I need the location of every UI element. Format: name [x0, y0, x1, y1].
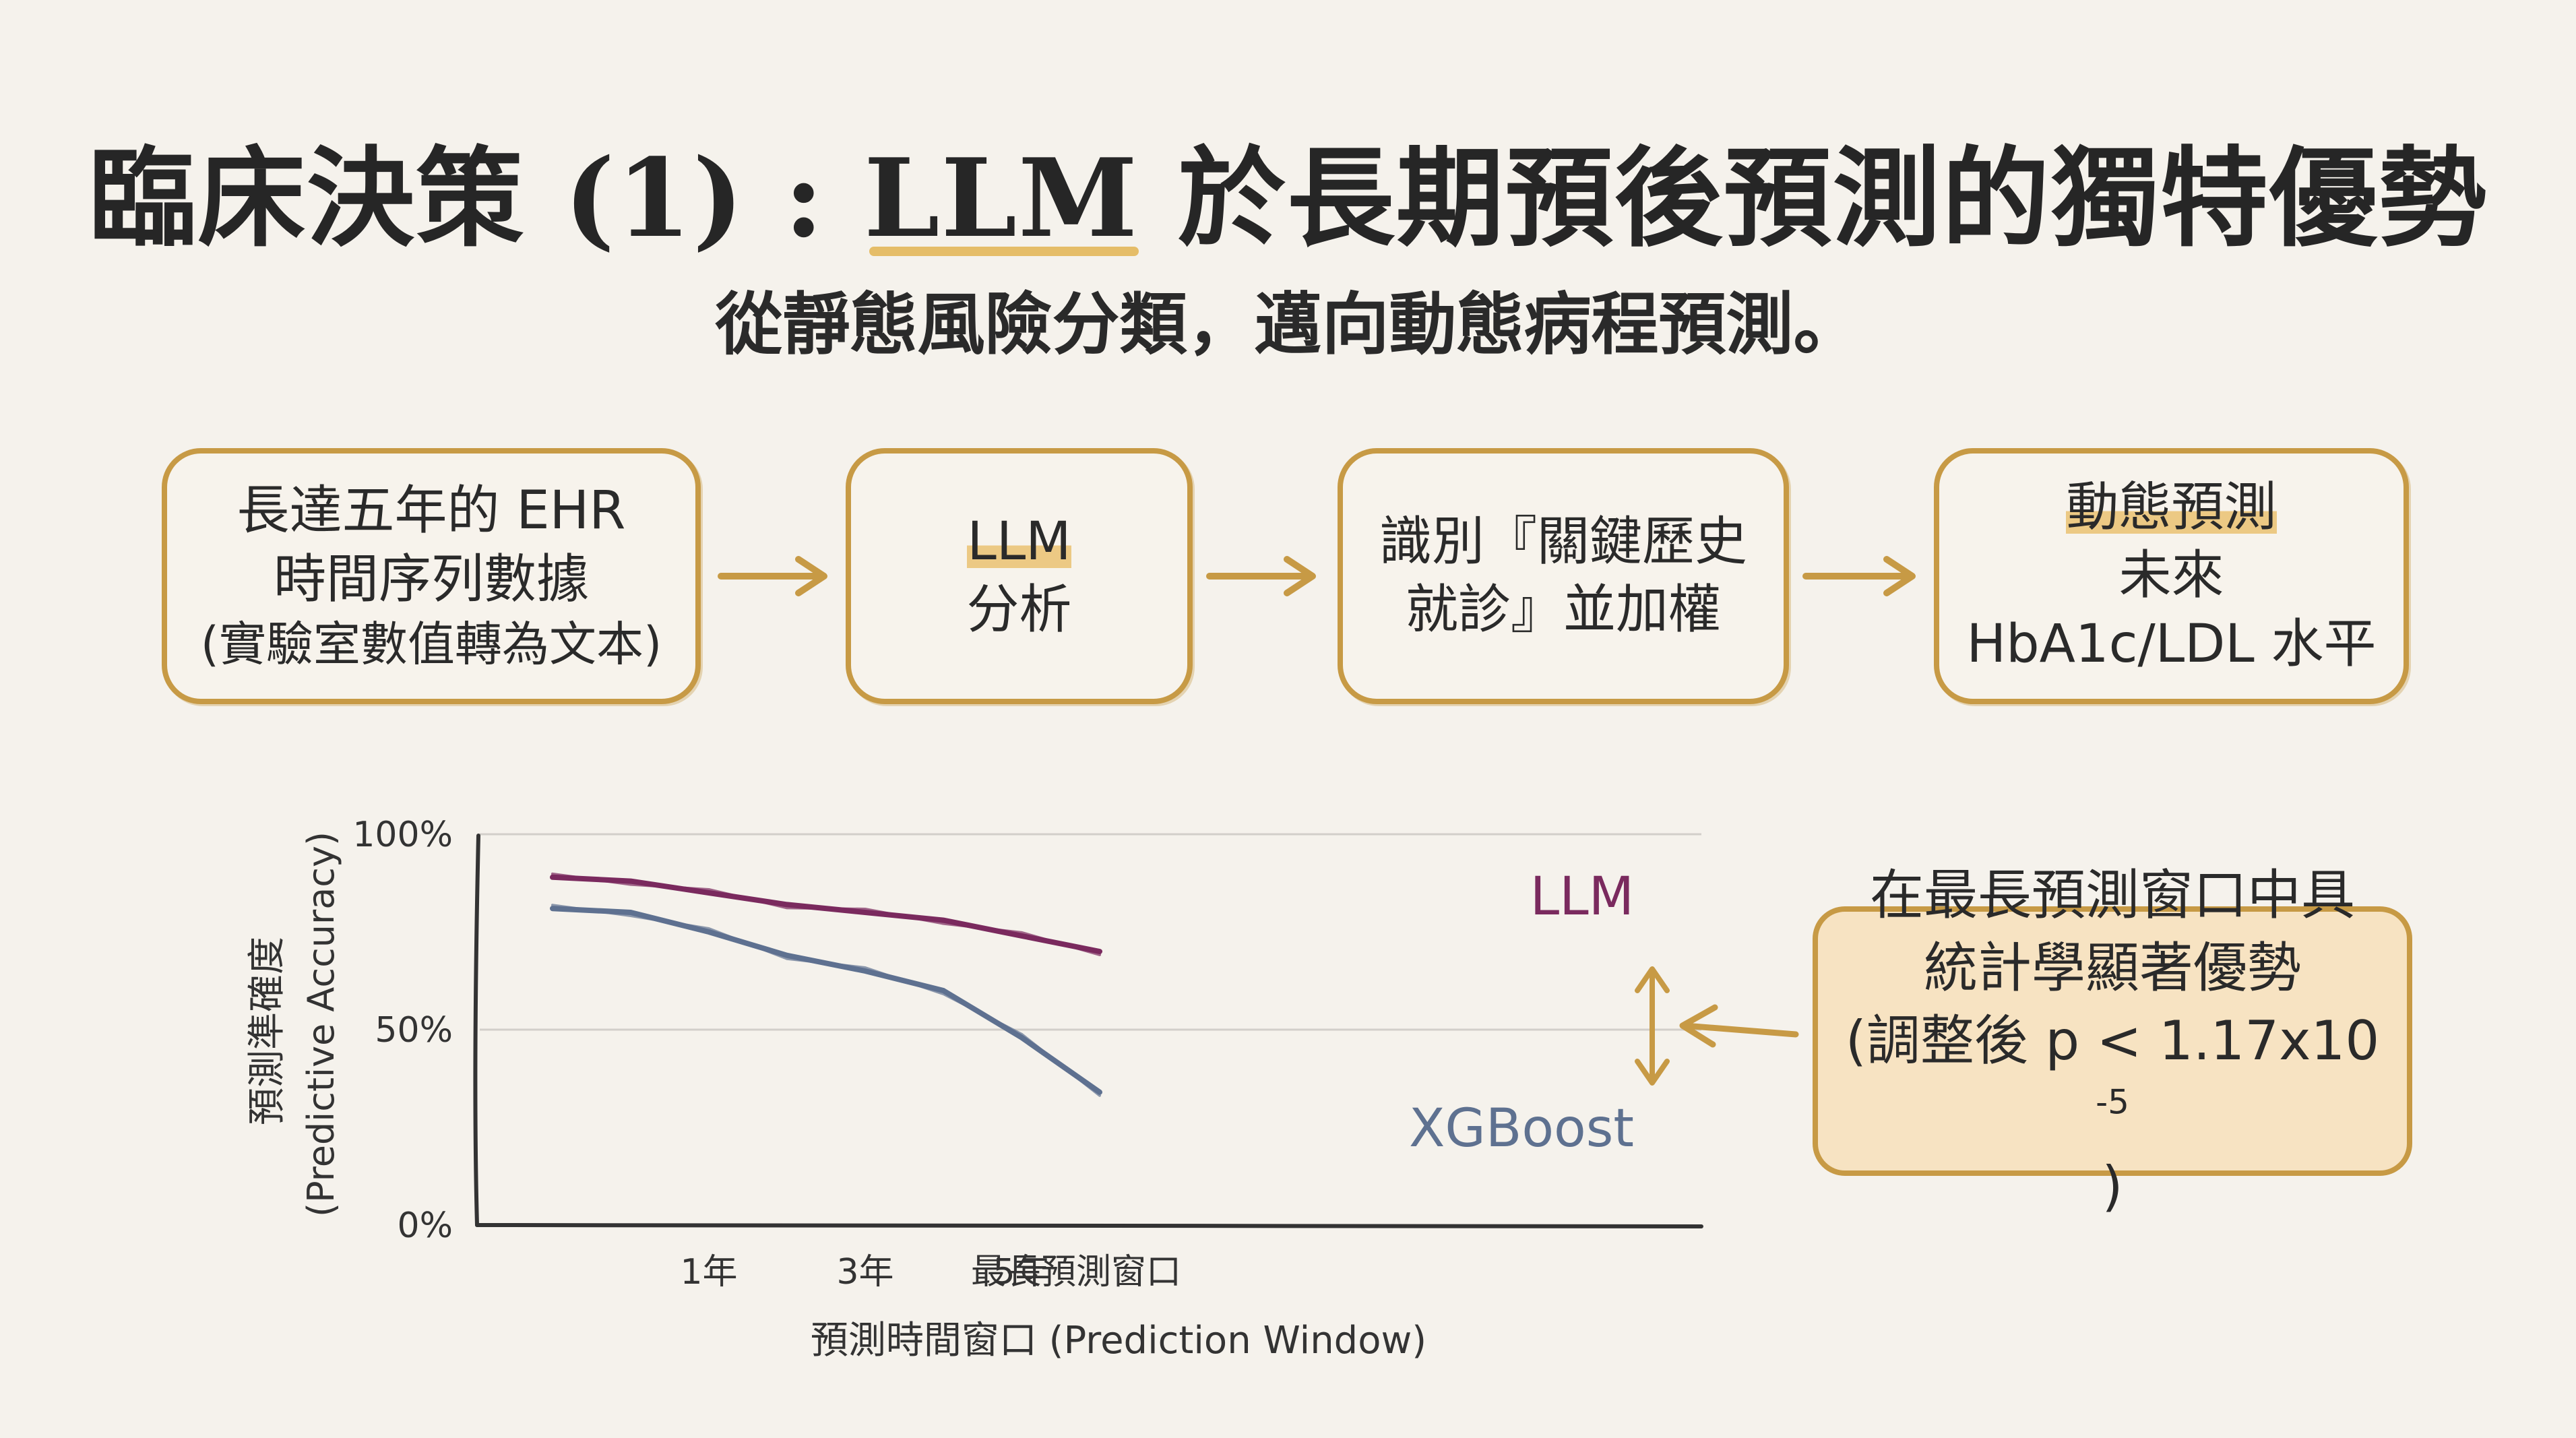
flow-arrow-2-icon — [1206, 556, 1316, 596]
significance-callout: 在最長預測窗口中具 統計學顯著優勢 (調整後 p < 1.17x10 -5) — [1813, 864, 2412, 1218]
step2-suffix: 分析 — [966, 580, 1072, 640]
series-label-llm: LLM — [1530, 867, 1634, 927]
series-label-xgboost: XGBoost — [1409, 1098, 1634, 1159]
y-axis-title-zh: 預測準確度 — [245, 937, 289, 1125]
callout-exponent: -5 — [2096, 1082, 2129, 1122]
callout-pointer-arrow-icon — [1679, 1004, 1799, 1048]
y-tick-label: 100% — [352, 815, 453, 855]
flow-step-weighted-visits: 識別『關鍵歷史 就診』並加權 — [1338, 448, 1789, 704]
step4-line2: HbA1c/LDL 水平 — [1966, 613, 2377, 675]
step1-line2: 時間序列數據 — [273, 549, 589, 610]
callout-line1: 在最長預測窗口中具 — [1870, 864, 2355, 927]
step4-line1-end: 未來 — [2118, 545, 2224, 606]
flow-arrow-3-icon — [1802, 556, 1916, 596]
y-axis-title-en: (Predictive Accuracy) — [300, 832, 342, 1217]
gap-double-arrow-icon — [1635, 966, 1670, 1086]
callout-line3-end: ) — [2102, 1155, 2123, 1218]
callout-line2: 統計學顯著優勢 — [1924, 937, 2301, 999]
title-highlight-llm: LLM — [864, 135, 1139, 261]
series-line-echo-llm — [551, 872, 1101, 956]
x-axis-line — [475, 1223, 1703, 1228]
step1-line3: (實驗室數值轉為文本) — [200, 616, 662, 672]
page-title: 臨床決策 (1) : LLM 於長期預後預測的獨特優勢 — [0, 111, 2576, 268]
title-suffix: 於長期預後預測的獨特優勢 — [1139, 135, 2488, 261]
x-tick-label: 5年 — [993, 1252, 1050, 1292]
x-tick-label: 3年 — [836, 1252, 893, 1292]
x-tick-label: 1年 — [680, 1252, 737, 1292]
y-axis-line — [473, 834, 480, 1227]
step3-line1: 識別『關鍵歷史 — [1379, 511, 1747, 572]
x-tick-label: 最長預測窗口 — [971, 1252, 1181, 1292]
step4-highlight: 動態預測 — [2066, 473, 2277, 542]
y-tick-label: 50% — [375, 1010, 453, 1051]
step2-llm-label: LLM — [967, 507, 1071, 576]
flow-step-ehr-data: 長達五年的 EHR 時間序列數據 (實驗室數值轉為文本) — [162, 448, 701, 704]
callout-line3: (調整後 p < 1.17x10 — [1845, 1009, 2380, 1072]
y-tick-label: 0% — [398, 1206, 453, 1246]
title-prefix: 臨床決策 (1) : — [88, 135, 865, 261]
series-line-echo-xgboost — [551, 904, 1101, 1097]
flow-arrow-1-icon — [718, 556, 827, 596]
flow-step-dynamic-prediction: 動態預測 未來 HbA1c/LDL 水平 — [1934, 448, 2409, 704]
step1-line1: 長達五年的 EHR — [237, 480, 626, 542]
page-subtitle: 從靜態風險分類，邁向動態病程預測。 — [715, 285, 1861, 364]
step3-line2: 就診』並加權 — [1405, 580, 1721, 640]
x-axis-title: 預測時間窗口 (Prediction Window) — [811, 1319, 1426, 1363]
flow-step-llm-analysis: LLM 分析 — [846, 448, 1193, 704]
